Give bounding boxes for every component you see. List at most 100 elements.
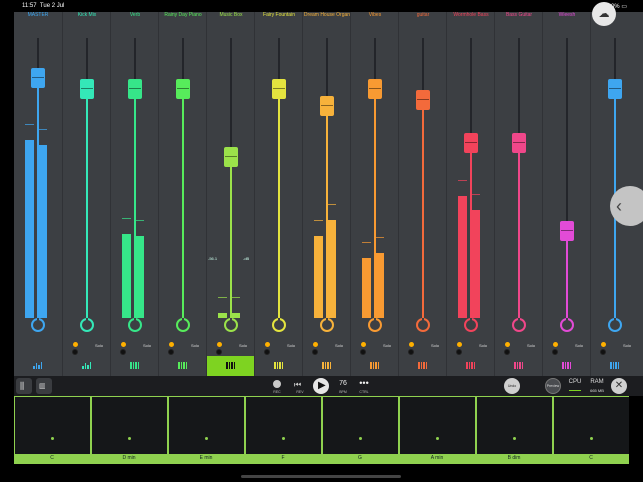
piano-icon[interactable] (514, 362, 524, 369)
pan-knob[interactable] (368, 318, 382, 332)
piano-icon[interactable] (178, 362, 188, 369)
solo-button[interactable]: Solo (575, 343, 584, 348)
pan-knob[interactable] (272, 318, 286, 332)
mute-toggle[interactable] (217, 342, 222, 347)
preview-button[interactable]: Preview (545, 378, 561, 394)
play-button[interactable]: ▶ (313, 378, 329, 394)
mute-toggle[interactable] (121, 342, 126, 347)
chord-label[interactable]: E min (199, 455, 213, 461)
solo-button[interactable]: Solo (527, 343, 536, 348)
cloud-icon[interactable]: ☁ (592, 2, 616, 26)
mute-toggle[interactable] (265, 342, 270, 347)
chord-pad[interactable] (400, 397, 475, 454)
pan-knob[interactable] (560, 318, 574, 332)
piano-icon[interactable] (370, 362, 380, 369)
meter-icon[interactable] (33, 362, 43, 369)
mute-toggle[interactable] (313, 342, 318, 347)
fader-thumb[interactable] (176, 79, 190, 100)
mute-toggle[interactable] (457, 342, 462, 347)
pan-knob[interactable] (416, 318, 430, 332)
meter-icon[interactable] (82, 362, 92, 369)
chord-pad[interactable] (323, 397, 398, 454)
record-arm-indicator[interactable] (168, 349, 174, 355)
record-arm-indicator[interactable] (456, 349, 462, 355)
piano-icon[interactable] (130, 362, 140, 369)
chord-pad[interactable] (554, 397, 629, 454)
fader-thumb[interactable] (368, 79, 382, 100)
fader-thumb[interactable] (608, 79, 622, 100)
pan-knob[interactable] (31, 318, 45, 332)
bpm-value[interactable]: 76 (339, 380, 347, 387)
pan-knob[interactable] (80, 318, 94, 332)
piano-icon[interactable] (274, 362, 284, 369)
fader-thumb[interactable] (416, 90, 430, 111)
mixer-view-button[interactable]: ⫼ (16, 378, 32, 394)
chord-pad[interactable] (246, 397, 321, 454)
chord-label[interactable]: F (281, 455, 285, 461)
record-arm-indicator[interactable] (552, 349, 558, 355)
selected-channel-highlight[interactable] (207, 356, 255, 376)
solo-button[interactable]: Solo (95, 343, 104, 348)
mute-toggle[interactable] (73, 342, 78, 347)
fader-thumb[interactable] (128, 79, 142, 100)
record-arm-indicator[interactable] (360, 349, 366, 355)
more-icon[interactable]: ••• (359, 378, 369, 388)
mute-toggle[interactable] (361, 342, 366, 347)
chord-label[interactable]: G (358, 455, 362, 461)
solo-button[interactable]: Solo (431, 343, 440, 348)
pan-knob[interactable] (128, 318, 142, 332)
solo-button[interactable]: Solo (335, 343, 344, 348)
record-arm-indicator[interactable] (312, 349, 318, 355)
solo-button[interactable]: Solo (143, 343, 152, 348)
fader-thumb[interactable] (320, 96, 334, 117)
pan-knob[interactable] (512, 318, 526, 332)
fader-track[interactable] (566, 38, 568, 322)
pan-knob[interactable] (320, 318, 334, 332)
record-arm-indicator[interactable] (504, 349, 510, 355)
piano-icon[interactable] (322, 362, 332, 369)
chord-pad[interactable] (477, 397, 552, 454)
mute-toggle[interactable] (601, 342, 606, 347)
mute-toggle[interactable] (169, 342, 174, 347)
chord-label[interactable]: A min (430, 455, 444, 461)
close-button[interactable]: ✕ (611, 378, 627, 394)
fader-thumb[interactable] (512, 133, 526, 154)
solo-button[interactable]: Solo (191, 343, 200, 348)
piano-icon[interactable] (226, 362, 236, 369)
piano-icon[interactable] (418, 362, 428, 369)
solo-button[interactable]: Solo (239, 343, 248, 348)
fader-thumb[interactable] (80, 79, 94, 100)
undo-button[interactable]: Undo (504, 378, 520, 394)
record-arm-indicator[interactable] (72, 349, 78, 355)
chord-label[interactable]: C (50, 455, 54, 461)
pan-knob[interactable] (176, 318, 190, 332)
mute-toggle[interactable] (409, 342, 414, 347)
solo-button[interactable]: Solo (479, 343, 488, 348)
chord-label[interactable]: B dim (507, 455, 521, 461)
collapse-arrow-icon[interactable]: ‹ (610, 186, 643, 226)
chord-label[interactable]: D min (122, 455, 136, 461)
piano-icon[interactable] (466, 362, 476, 369)
record-arm-indicator[interactable] (408, 349, 414, 355)
record-button[interactable] (273, 380, 281, 388)
pan-knob[interactable] (464, 318, 478, 332)
fader-thumb[interactable] (31, 67, 45, 88)
mute-toggle[interactable] (505, 342, 510, 347)
chord-label[interactable]: C (589, 455, 593, 461)
record-arm-indicator[interactable] (216, 349, 222, 355)
piano-icon[interactable] (562, 362, 572, 369)
record-arm-indicator[interactable] (600, 349, 606, 355)
pan-knob[interactable] (224, 318, 238, 332)
piano-icon[interactable] (610, 362, 620, 369)
record-arm-indicator[interactable] (120, 349, 126, 355)
chord-pad[interactable] (169, 397, 244, 454)
mute-toggle[interactable] (553, 342, 558, 347)
fader-thumb[interactable] (272, 79, 286, 100)
pan-knob[interactable] (608, 318, 622, 332)
fader-thumb[interactable] (464, 133, 478, 154)
solo-button[interactable]: Solo (287, 343, 296, 348)
solo-button[interactable]: Solo (383, 343, 392, 348)
fader-thumb[interactable] (560, 221, 574, 242)
chord-pad[interactable] (15, 397, 90, 454)
solo-button[interactable]: Solo (623, 343, 632, 348)
